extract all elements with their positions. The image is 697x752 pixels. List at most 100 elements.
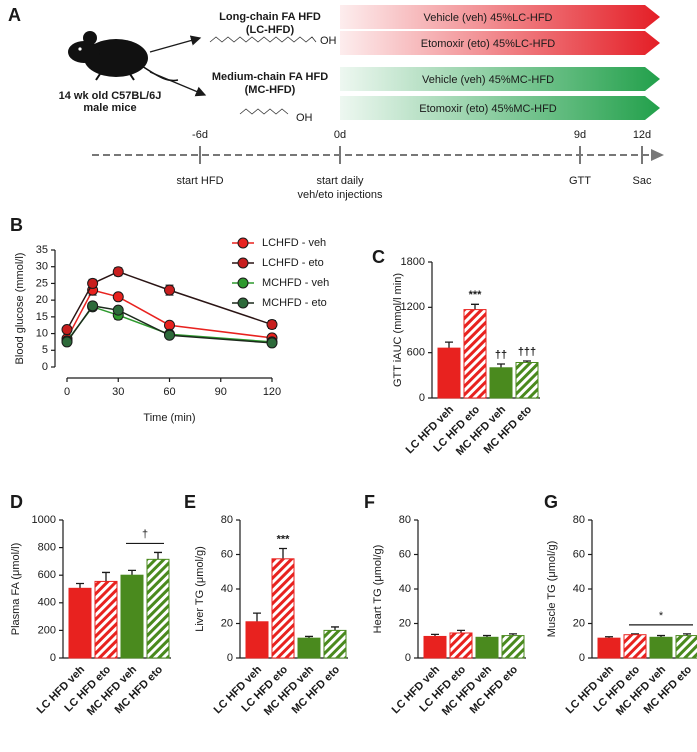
treatment-label: Etomoxir (eto) 45%LC-HFD xyxy=(421,38,556,50)
y-tick-label: 60 xyxy=(573,548,585,560)
significance-label: *** xyxy=(469,289,483,301)
bar xyxy=(94,580,118,659)
data-point xyxy=(112,304,124,316)
diet-arrow xyxy=(149,35,202,53)
bar xyxy=(120,574,144,659)
panel-letter: F xyxy=(364,492,375,512)
y-axis-label: Muscle TG (μmol/g) xyxy=(546,541,558,638)
panel-letter: C xyxy=(372,247,385,267)
data-point xyxy=(87,300,99,312)
error-bar xyxy=(279,547,287,559)
legend-marker xyxy=(237,237,249,249)
legend-marker xyxy=(237,277,249,289)
bar xyxy=(437,347,461,399)
mouse-label: male mice xyxy=(83,102,136,114)
panel-letter: B xyxy=(10,215,23,235)
y-tick-label: 600 xyxy=(407,347,425,359)
bar xyxy=(489,367,513,399)
y-axis-label: Blood glucose (mmol/l) xyxy=(14,253,26,365)
bar xyxy=(675,635,697,659)
y-tick-label: 1800 xyxy=(401,256,425,268)
treatment-arrow xyxy=(340,5,660,29)
y-tick-label: 20 xyxy=(399,617,411,629)
y-tick-label: 0 xyxy=(419,392,425,404)
y-tick-label: 800 xyxy=(38,542,56,554)
legend-label: LCHFD - veh xyxy=(262,237,326,249)
timeline-label: -6d xyxy=(192,129,208,141)
y-axis-label: Liver TG (μmol/g) xyxy=(194,546,206,632)
y-tick-label: 1000 xyxy=(32,514,56,526)
timeline-event: GTT xyxy=(569,175,591,187)
timeline-label: 9d xyxy=(574,129,586,141)
bar xyxy=(597,637,621,659)
data-point xyxy=(266,337,278,349)
treatment-arrow xyxy=(340,67,660,91)
y-tick-label: 60 xyxy=(221,548,233,560)
y-tick-label: 80 xyxy=(573,514,585,526)
y-tick-label: 40 xyxy=(221,583,233,595)
panel-letter: A xyxy=(8,5,21,25)
significance-label: * xyxy=(659,610,664,622)
timeline-label: 0d xyxy=(334,129,346,141)
bar xyxy=(323,629,347,659)
significance-label: *** xyxy=(277,533,291,545)
bar xyxy=(501,635,525,659)
y-tick-label: 20 xyxy=(221,617,233,629)
bar xyxy=(68,587,92,659)
x-tick-label: 90 xyxy=(215,386,227,398)
error-bar xyxy=(253,612,261,622)
treatment-arrow xyxy=(340,31,660,55)
diet-abbr: (LC-HFD) xyxy=(246,24,295,36)
data-point xyxy=(61,324,73,336)
y-tick-label: 40 xyxy=(573,583,585,595)
y-tick-label: 600 xyxy=(38,569,56,581)
diet-name: Medium-chain FA HFD xyxy=(212,71,328,83)
legend-marker xyxy=(237,257,249,269)
data-point xyxy=(112,291,124,303)
molecule-label: OH xyxy=(296,112,313,124)
significance-label: † xyxy=(142,528,148,540)
y-axis-label: Plasma FA (μmol/l) xyxy=(10,543,22,636)
y-tick-label: 400 xyxy=(38,597,56,609)
y-tick-label: 0 xyxy=(227,652,233,664)
timeline-event: Sac xyxy=(633,175,652,187)
bar xyxy=(146,558,170,659)
y-tick-label: 0 xyxy=(405,652,411,664)
error-bar xyxy=(154,551,162,560)
significance-label: ††† xyxy=(518,346,536,358)
y-tick-label: 0 xyxy=(50,652,56,664)
legend-label: MCHFD - eto xyxy=(262,297,327,309)
timeline-event: start daily xyxy=(316,175,364,187)
y-tick-label: 80 xyxy=(221,514,233,526)
treatment-label: Etomoxir (eto) 45%MC-HFD xyxy=(419,103,557,115)
y-tick-label: 5 xyxy=(42,344,48,356)
diet-abbr: (MC-HFD) xyxy=(245,84,296,96)
y-tick-label: 0 xyxy=(42,361,48,373)
y-tick-label: 1200 xyxy=(401,301,425,313)
bar xyxy=(515,361,539,399)
diet-name: Long-chain FA HFD xyxy=(219,11,321,23)
significance-label: †† xyxy=(495,349,507,361)
bar xyxy=(475,636,499,659)
panel-letter: D xyxy=(10,492,23,512)
data-point xyxy=(112,266,124,278)
bar xyxy=(271,558,295,659)
bar xyxy=(463,309,487,399)
y-tick-label: 40 xyxy=(399,583,411,595)
y-tick-label: 15 xyxy=(36,311,48,323)
data-point xyxy=(266,319,278,331)
y-axis-label: Heart TG (μmol/g) xyxy=(372,545,384,634)
y-tick-label: 60 xyxy=(399,548,411,560)
molecule-label: OH xyxy=(320,35,337,47)
bar xyxy=(449,632,473,659)
y-axis-label: GTT iAUC (mmol/l min) xyxy=(392,273,404,387)
mouse-icon xyxy=(68,31,179,82)
bar xyxy=(649,636,673,659)
bar xyxy=(297,637,321,659)
data-point xyxy=(164,319,175,331)
data-point xyxy=(87,277,99,289)
x-tick-label: 120 xyxy=(263,386,281,398)
x-tick-label: 60 xyxy=(163,386,175,398)
y-tick-label: 25 xyxy=(36,277,48,289)
